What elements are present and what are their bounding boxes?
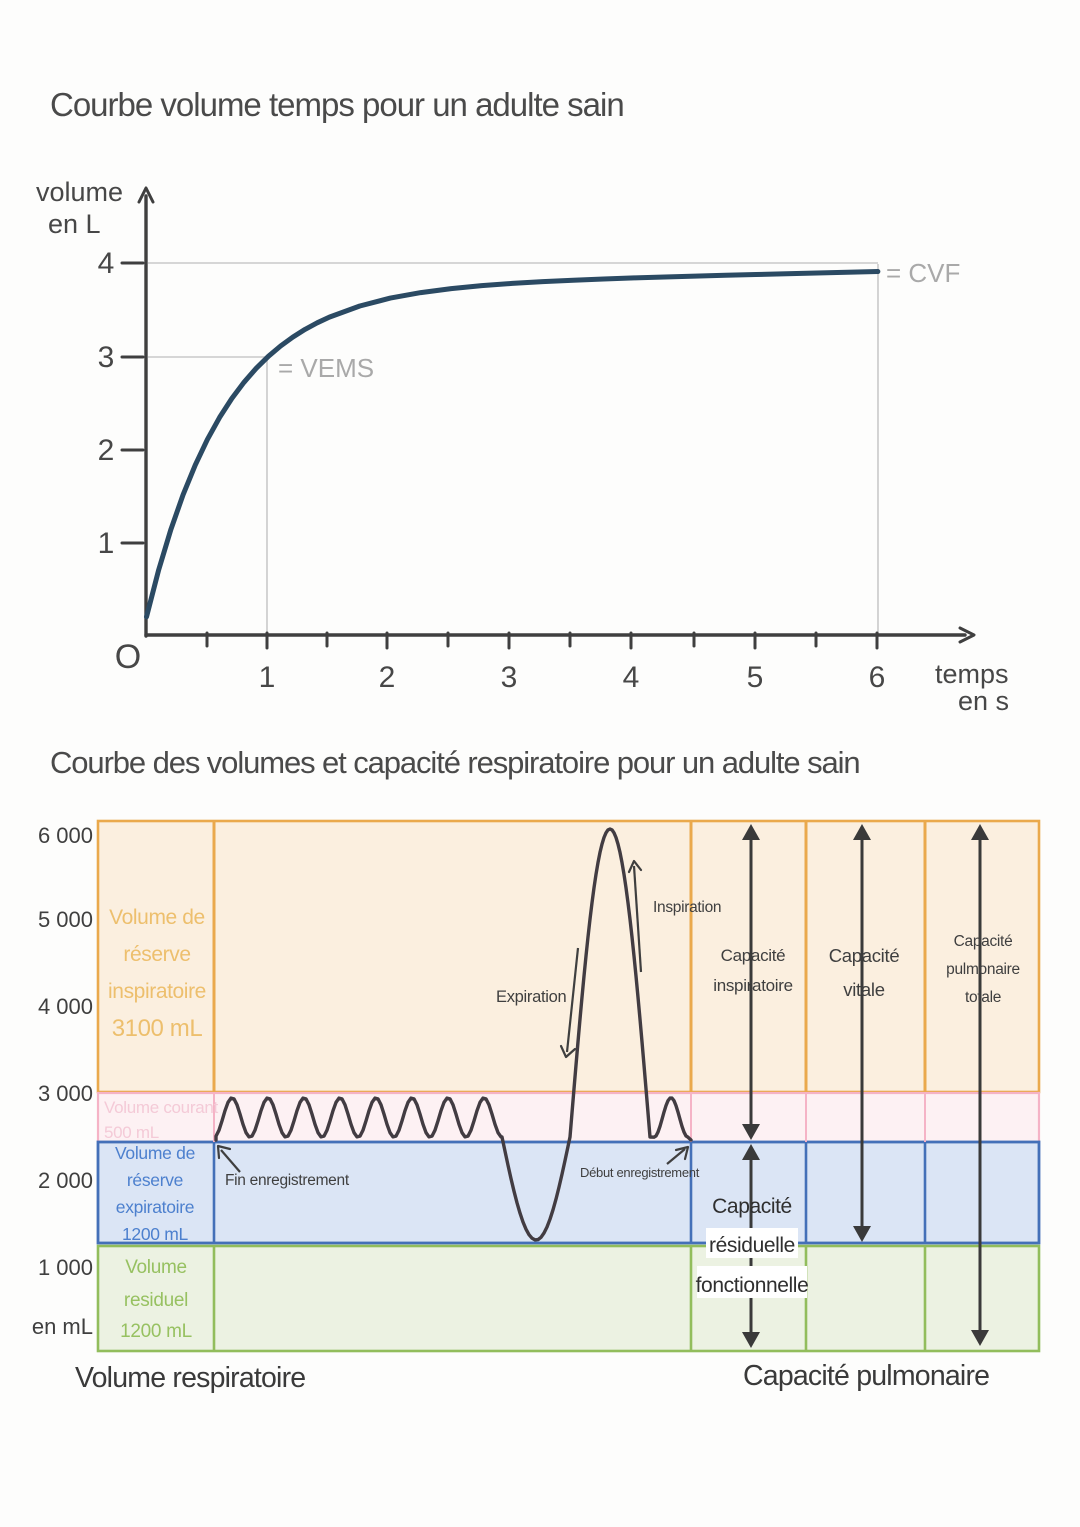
svg-text:2: 2 bbox=[98, 434, 115, 467]
svg-text:1 000: 1 000 bbox=[38, 1255, 93, 1280]
svg-text:Inspiration: Inspiration bbox=[653, 899, 721, 916]
svg-text:fonctionnelle: fonctionnelle bbox=[696, 1274, 809, 1297]
svg-text:inspiratoire: inspiratoire bbox=[713, 976, 793, 995]
svg-text:4: 4 bbox=[98, 247, 115, 280]
svg-text:residuel: residuel bbox=[124, 1290, 188, 1311]
svg-text:en mL: en mL bbox=[32, 1314, 93, 1339]
svg-text:4: 4 bbox=[623, 661, 640, 694]
svg-text:2: 2 bbox=[379, 661, 396, 694]
svg-text:3100 mL: 3100 mL bbox=[112, 1015, 203, 1042]
svg-text:réserve: réserve bbox=[127, 1170, 183, 1190]
svg-text:1200 mL: 1200 mL bbox=[122, 1224, 189, 1244]
svg-text:vitale: vitale bbox=[843, 979, 884, 1000]
svg-text:Volume respiratoire: Volume respiratoire bbox=[75, 1362, 305, 1394]
svg-text:Courbe volume temps pour un ad: Courbe volume temps pour un adulte sain bbox=[50, 86, 624, 123]
svg-text:= CVF: = CVF bbox=[886, 258, 960, 288]
svg-text:volume: volume bbox=[36, 177, 123, 207]
svg-text:Courbe des volumes et capacité: Courbe des volumes et capacité respirato… bbox=[50, 745, 860, 780]
svg-text:3 000: 3 000 bbox=[38, 1081, 93, 1106]
svg-text:5: 5 bbox=[747, 661, 764, 694]
svg-text:pulmonaire: pulmonaire bbox=[946, 961, 1020, 978]
svg-text:en s: en s bbox=[958, 686, 1009, 716]
svg-text:Capacité: Capacité bbox=[712, 1195, 792, 1218]
svg-text:1200 mL: 1200 mL bbox=[120, 1321, 192, 1342]
svg-text:Fin enregistrement: Fin enregistrement bbox=[225, 1172, 350, 1189]
svg-text:Début enregistrement: Début enregistrement bbox=[580, 1165, 700, 1180]
svg-text:500 mL: 500 mL bbox=[104, 1123, 159, 1142]
svg-text:totale: totale bbox=[965, 989, 1001, 1006]
svg-text:= VEMS: = VEMS bbox=[278, 353, 374, 383]
svg-text:en L: en L bbox=[48, 209, 101, 239]
svg-text:réserve: réserve bbox=[123, 943, 190, 966]
svg-text:5 000: 5 000 bbox=[38, 907, 93, 932]
svg-text:Capacité: Capacité bbox=[954, 933, 1013, 950]
svg-text:O: O bbox=[115, 638, 141, 676]
svg-text:6 000: 6 000 bbox=[38, 823, 93, 848]
svg-text:3: 3 bbox=[98, 341, 115, 374]
svg-text:inspiratoire: inspiratoire bbox=[108, 980, 206, 1003]
svg-text:Capacité pulmonaire: Capacité pulmonaire bbox=[743, 1360, 989, 1392]
svg-text:Capacité: Capacité bbox=[721, 946, 786, 965]
svg-text:Volume de: Volume de bbox=[115, 1143, 195, 1163]
svg-text:Capacité: Capacité bbox=[829, 945, 900, 966]
svg-text:2 000: 2 000 bbox=[38, 1168, 93, 1193]
svg-text:4 000: 4 000 bbox=[38, 994, 93, 1019]
svg-text:expiratoire: expiratoire bbox=[116, 1197, 194, 1217]
svg-text:1: 1 bbox=[259, 661, 276, 694]
svg-text:1: 1 bbox=[98, 527, 115, 560]
svg-text:résiduelle: résiduelle bbox=[709, 1234, 795, 1257]
svg-text:Volume de: Volume de bbox=[109, 906, 205, 929]
svg-text:3: 3 bbox=[501, 661, 518, 694]
svg-text:Expiration: Expiration bbox=[496, 988, 566, 1006]
svg-text:temps: temps bbox=[935, 659, 1009, 689]
svg-text:Volume courant: Volume courant bbox=[104, 1098, 219, 1117]
svg-text:6: 6 bbox=[869, 661, 886, 694]
svg-text:Volume: Volume bbox=[125, 1257, 187, 1278]
